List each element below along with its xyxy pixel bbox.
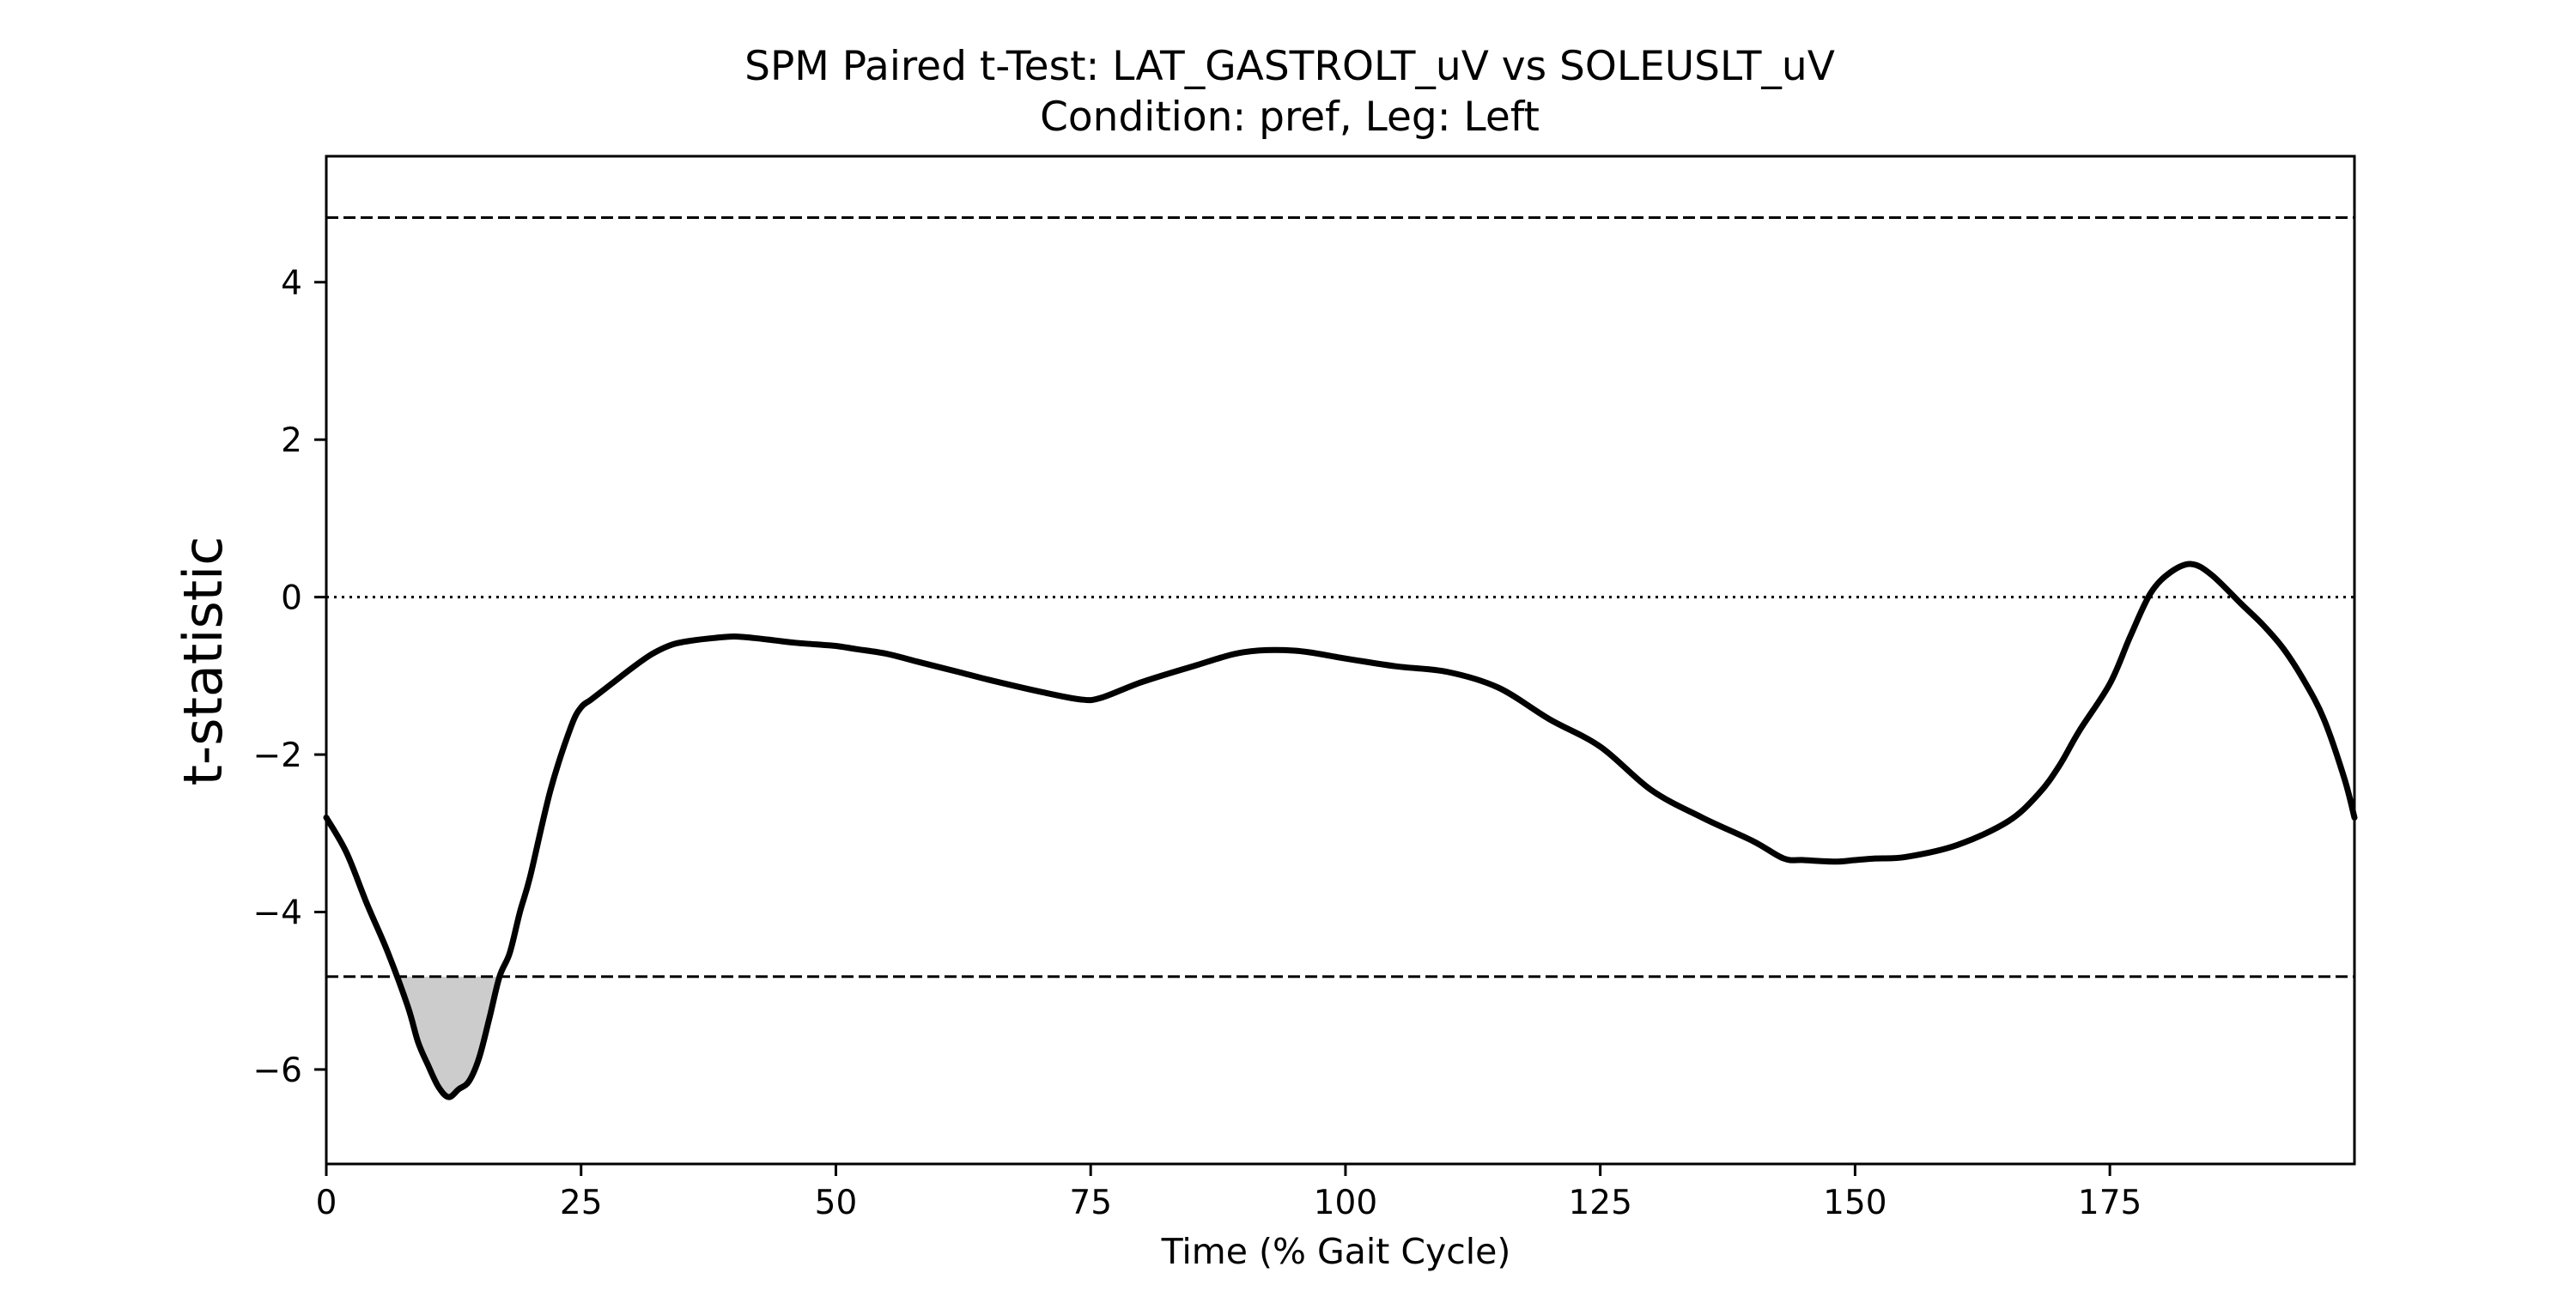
y-tick-label: 0	[281, 579, 302, 618]
x-tick-label: 25	[560, 1184, 603, 1222]
chart-title: SPM Paired t-Test: LAT_GASTROLT_uV vs SO…	[744, 43, 1835, 90]
x-tick-label: 50	[815, 1184, 858, 1222]
x-tick-label: 175	[2078, 1184, 2142, 1222]
t-statistic-curve	[323, 561, 2358, 1100]
y-tick-label: −4	[253, 894, 303, 933]
x-tick-label: 100	[1314, 1184, 1377, 1222]
plot-layer: 0 25 50 75 100 125 150 175 −6 −4 −2 0 2 4	[253, 155, 2358, 1222]
y-tick-label: 2	[281, 421, 302, 460]
x-axis-label: Time (% Gait Cycle)	[1161, 1231, 1511, 1272]
x-tick-label: 150	[1823, 1184, 1886, 1222]
x-tick-label: 125	[1568, 1184, 1631, 1222]
x-tick-label: 0	[316, 1184, 337, 1222]
plot-frame	[325, 155, 2356, 1166]
y-tick-label: −6	[253, 1052, 303, 1090]
x-tick-label: 75	[1069, 1184, 1112, 1222]
y-tick-label: 4	[281, 264, 302, 303]
chart-subtitle: Condition: pref, Leg: Left	[1040, 94, 1540, 141]
y-axis-label: t-statistic	[172, 536, 234, 786]
y-tick-label: −2	[253, 736, 303, 775]
